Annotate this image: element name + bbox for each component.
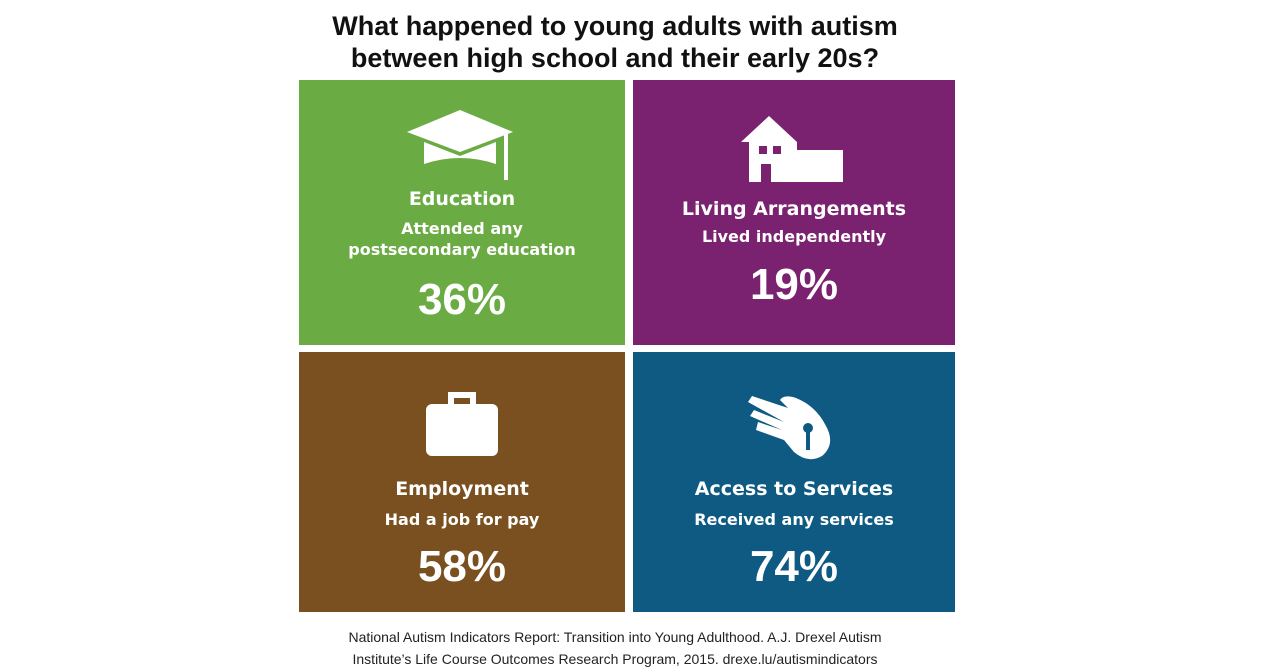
panel-heading: Living Arrangements xyxy=(681,198,907,220)
panel-description: Had a job for pay xyxy=(299,509,625,530)
source-line: Institute’s Life Course Outcomes Researc… xyxy=(352,651,878,667)
panel-description: Attended any postsecondary education xyxy=(299,218,625,260)
title: What happened to young adults with autis… xyxy=(0,10,1230,74)
education-panel: Education Attended any postsecondary edu… xyxy=(299,80,625,345)
panel-heading: Education xyxy=(408,188,516,210)
description-line: Had a job for pay xyxy=(384,510,540,529)
living-panel: Living Arrangements Lived independently … xyxy=(633,80,955,345)
hand-key-icon xyxy=(748,396,831,460)
graduation-cap-icon xyxy=(407,110,513,180)
house-icon xyxy=(741,116,843,182)
panel-description: Received any services xyxy=(633,509,955,530)
panel-description: Lived independently xyxy=(633,226,955,247)
panel-percent: 58% xyxy=(417,542,507,591)
services-panel: Access to Services Received any services… xyxy=(633,352,955,612)
title-line: between high school and their early 20s? xyxy=(350,43,880,73)
panel-heading: Employment xyxy=(395,478,529,500)
panel-percent: 19% xyxy=(749,260,839,309)
source: National Autism Indicators Report: Trans… xyxy=(0,626,1230,670)
description-line: Attended any xyxy=(401,219,523,238)
briefcase-icon xyxy=(426,392,498,456)
description-line: Lived independently xyxy=(701,227,887,246)
panel-percent: 36% xyxy=(417,275,507,324)
panel-heading: Access to Services xyxy=(694,478,894,500)
title-line: What happened to young adults with autis… xyxy=(332,11,898,41)
description-line: Received any services xyxy=(694,510,894,529)
panel-percent: 74% xyxy=(749,542,839,591)
source-line: National Autism Indicators Report: Trans… xyxy=(348,629,882,645)
employment-panel: Employment Had a job for pay 58% xyxy=(299,352,625,612)
description-line: postsecondary education xyxy=(348,240,576,259)
